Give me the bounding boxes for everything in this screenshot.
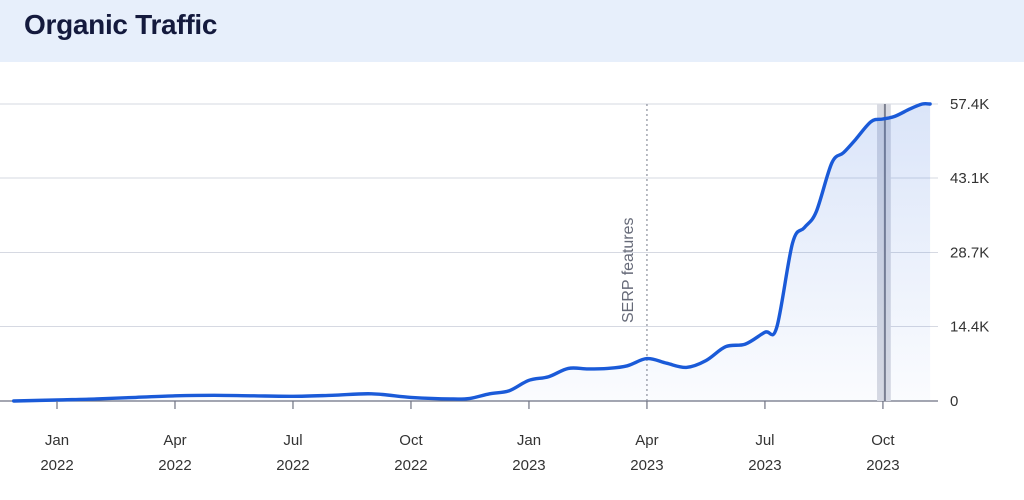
chart-header: Organic Traffic xyxy=(0,0,1024,62)
x-tick-year: 2023 xyxy=(866,457,899,474)
x-tick-month: Oct xyxy=(871,432,895,449)
y-tick-label: 28.7K xyxy=(950,245,989,262)
series-area xyxy=(13,103,931,401)
series-line[interactable] xyxy=(12,101,932,403)
x-tick-month: Jul xyxy=(283,432,302,449)
x-tick-year: 2023 xyxy=(630,457,663,474)
x-tick-year: 2023 xyxy=(512,457,545,474)
x-tick-year: 2023 xyxy=(748,457,781,474)
x-tick-month: Oct xyxy=(399,432,423,449)
y-tick-label: 57.4K xyxy=(950,96,989,113)
x-tick-year: 2022 xyxy=(276,457,309,474)
x-tick-month: Jul xyxy=(755,432,774,449)
x-tick-year: 2022 xyxy=(394,457,427,474)
x-tick-year: 2022 xyxy=(40,457,73,474)
y-tick-label: 14.4K xyxy=(950,318,989,335)
x-tick-year: 2022 xyxy=(158,457,191,474)
annotation-label[interactable]: SERP features xyxy=(620,217,637,323)
x-tick-month: Apr xyxy=(635,432,658,449)
y-tick-label: 43.1K xyxy=(950,170,989,187)
page-title: Organic Traffic xyxy=(24,9,218,40)
x-tick-month: Jan xyxy=(45,432,69,449)
x-tick-month: Jan xyxy=(517,432,541,449)
x-tick-month: Apr xyxy=(163,432,186,449)
y-tick-label: 0 xyxy=(950,393,958,410)
